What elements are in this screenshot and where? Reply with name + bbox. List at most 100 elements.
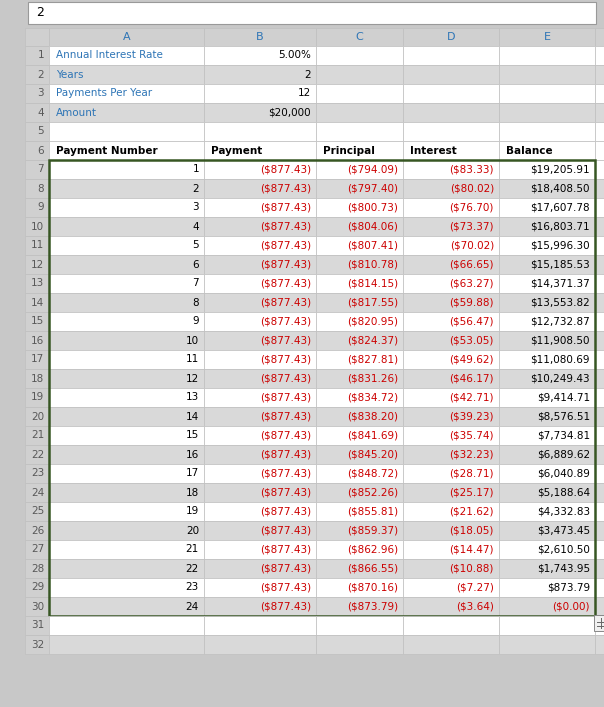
Text: ($25.17): ($25.17): [449, 488, 494, 498]
Bar: [316, 464, 403, 483]
Text: ($14.47): ($14.47): [449, 544, 494, 554]
Bar: [595, 521, 604, 540]
Bar: [499, 464, 595, 483]
Bar: [316, 103, 403, 122]
Bar: [204, 521, 316, 540]
Text: ($0.00): ($0.00): [553, 602, 590, 612]
Bar: [316, 198, 403, 217]
Bar: [595, 578, 604, 597]
Text: ($877.43): ($877.43): [260, 563, 311, 573]
Text: 17: 17: [186, 469, 199, 479]
Text: ($28.71): ($28.71): [449, 469, 494, 479]
Bar: [25, 255, 49, 274]
Text: 11: 11: [31, 240, 44, 250]
Bar: [204, 236, 316, 255]
Bar: [204, 274, 316, 293]
Text: 20: 20: [31, 411, 44, 421]
Text: ($804.06): ($804.06): [347, 221, 398, 231]
Text: ($877.43): ($877.43): [260, 469, 311, 479]
Bar: [49, 426, 204, 445]
Bar: [49, 597, 204, 616]
Text: 13: 13: [31, 279, 44, 288]
Text: ($810.78): ($810.78): [347, 259, 398, 269]
Text: A: A: [123, 32, 130, 42]
Bar: [316, 46, 403, 65]
Text: ($73.37): ($73.37): [449, 221, 494, 231]
Text: 16: 16: [186, 450, 199, 460]
Bar: [49, 540, 204, 559]
Bar: [595, 635, 604, 654]
Bar: [49, 274, 204, 293]
Text: ($10.88): ($10.88): [449, 563, 494, 573]
Bar: [204, 388, 316, 407]
Bar: [316, 350, 403, 369]
Bar: [403, 635, 499, 654]
Bar: [595, 293, 604, 312]
Bar: [499, 198, 595, 217]
Bar: [204, 103, 316, 122]
Bar: [316, 293, 403, 312]
Bar: [204, 84, 316, 103]
Text: D: D: [447, 32, 455, 42]
Text: 12: 12: [31, 259, 44, 269]
Bar: [499, 141, 595, 160]
Text: ($866.55): ($866.55): [347, 563, 398, 573]
Bar: [403, 616, 499, 635]
Text: 22: 22: [186, 563, 199, 573]
Text: 4: 4: [37, 107, 44, 117]
Bar: [25, 103, 49, 122]
Text: ($42.71): ($42.71): [449, 392, 494, 402]
Bar: [49, 521, 204, 540]
Text: ($831.26): ($831.26): [347, 373, 398, 383]
Text: ($877.43): ($877.43): [260, 431, 311, 440]
Text: 18: 18: [31, 373, 44, 383]
Text: 9: 9: [37, 202, 44, 213]
Text: $11,908.50: $11,908.50: [530, 336, 590, 346]
Text: ($862.96): ($862.96): [347, 544, 398, 554]
Bar: [595, 426, 604, 445]
Text: ($46.17): ($46.17): [449, 373, 494, 383]
Bar: [49, 46, 204, 65]
Bar: [204, 426, 316, 445]
Bar: [316, 540, 403, 559]
Text: 6: 6: [37, 146, 44, 156]
Text: $15,996.30: $15,996.30: [530, 240, 590, 250]
Bar: [595, 198, 604, 217]
Bar: [499, 179, 595, 198]
Text: 16: 16: [31, 336, 44, 346]
Bar: [25, 388, 49, 407]
Text: Interest: Interest: [410, 146, 457, 156]
Bar: [204, 635, 316, 654]
Bar: [204, 160, 316, 179]
Text: ($49.62): ($49.62): [449, 354, 494, 365]
Text: 5: 5: [37, 127, 44, 136]
Text: 2: 2: [193, 184, 199, 194]
Bar: [499, 426, 595, 445]
Bar: [595, 597, 604, 616]
Bar: [595, 483, 604, 502]
Bar: [316, 635, 403, 654]
Text: ($820.95): ($820.95): [347, 317, 398, 327]
Text: 28: 28: [31, 563, 44, 573]
Bar: [403, 426, 499, 445]
Text: ($877.43): ($877.43): [260, 184, 311, 194]
Text: $16,803.71: $16,803.71: [530, 221, 590, 231]
Text: ($877.43): ($877.43): [260, 259, 311, 269]
Text: ($848.72): ($848.72): [347, 469, 398, 479]
Text: 23: 23: [31, 469, 44, 479]
Text: 2: 2: [304, 69, 311, 79]
Bar: [204, 464, 316, 483]
Bar: [25, 217, 49, 236]
Bar: [25, 65, 49, 84]
Bar: [49, 122, 204, 141]
Bar: [595, 65, 604, 84]
Text: 23: 23: [186, 583, 199, 592]
Bar: [25, 578, 49, 597]
Bar: [25, 331, 49, 350]
Text: 8: 8: [193, 298, 199, 308]
Bar: [204, 46, 316, 65]
Text: ($800.73): ($800.73): [347, 202, 398, 213]
Text: ($827.81): ($827.81): [347, 354, 398, 365]
Text: ($841.69): ($841.69): [347, 431, 398, 440]
Text: ($877.43): ($877.43): [260, 279, 311, 288]
